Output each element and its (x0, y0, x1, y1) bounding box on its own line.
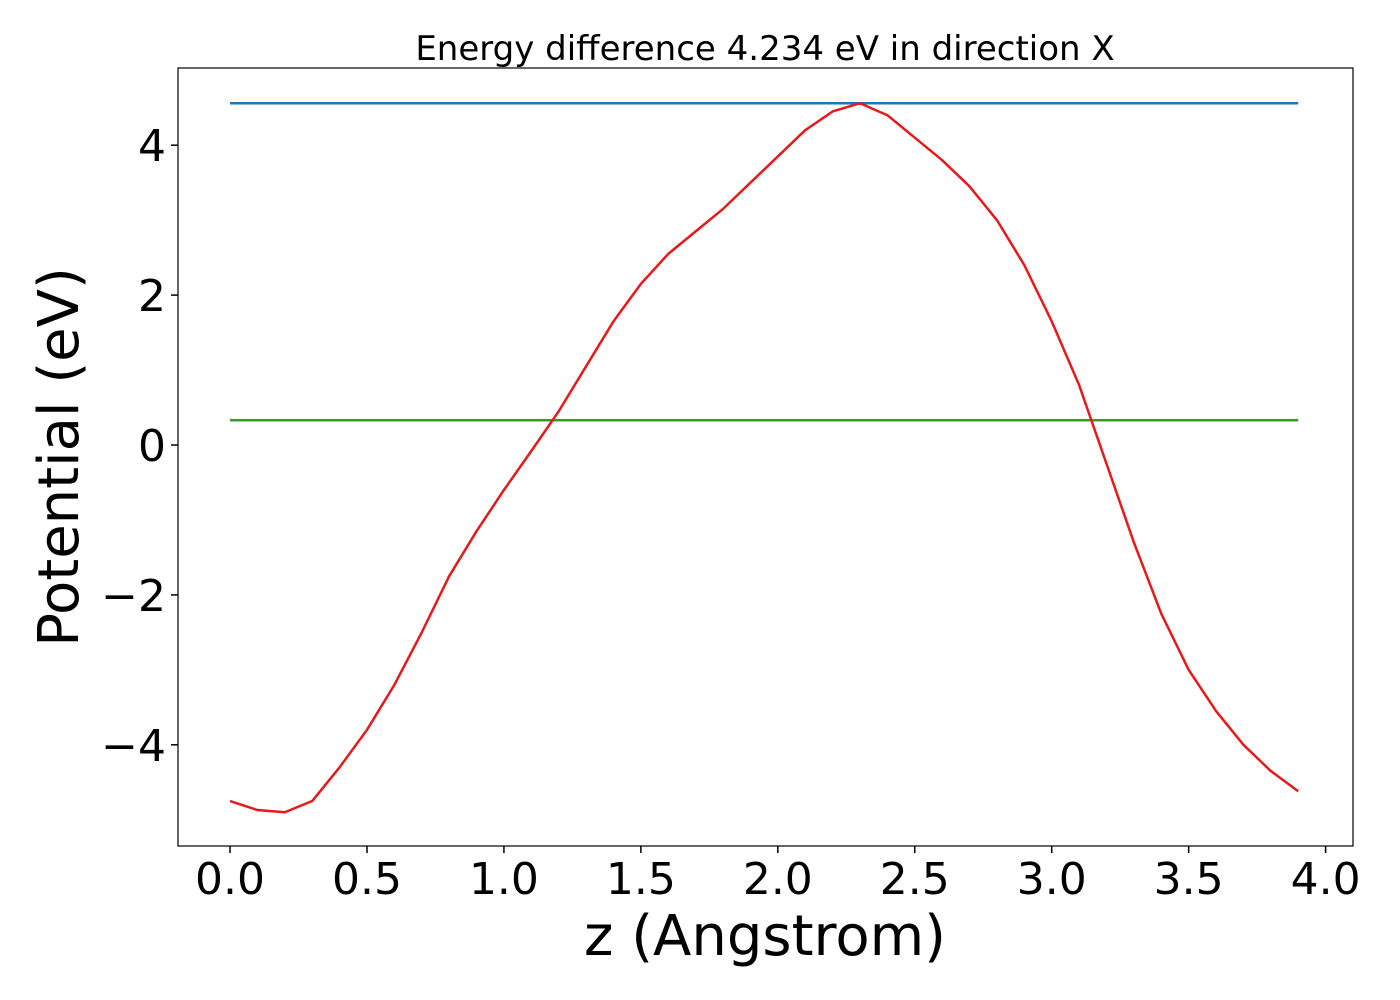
y-tick-label: 0 (138, 421, 166, 472)
chart-title: Energy difference 4.234 eV in direction … (415, 29, 1114, 69)
y-tick-label: 2 (138, 271, 166, 322)
x-tick-label: 3.5 (1154, 854, 1224, 905)
x-tick-label: 2.0 (743, 854, 813, 905)
y-tick-label: 4 (138, 121, 166, 172)
x-tick-label: 1.0 (469, 854, 539, 905)
x-axis-label: z (Angstrom) (584, 904, 946, 969)
x-tick-label: 1.5 (606, 854, 676, 905)
x-tick-label: 3.0 (1017, 854, 1087, 905)
x-tick-label: 4.0 (1291, 854, 1361, 905)
plot-frame (177, 67, 1354, 847)
x-tick-label: 0.0 (195, 854, 265, 905)
y-tick-label: −2 (101, 571, 166, 622)
x-tick-label: 2.5 (880, 854, 950, 905)
y-axis-label: Potential (eV) (27, 267, 92, 647)
y-tick-label: −4 (101, 721, 166, 772)
x-tick-label: 0.5 (332, 854, 402, 905)
data-line (229, 101, 1299, 814)
